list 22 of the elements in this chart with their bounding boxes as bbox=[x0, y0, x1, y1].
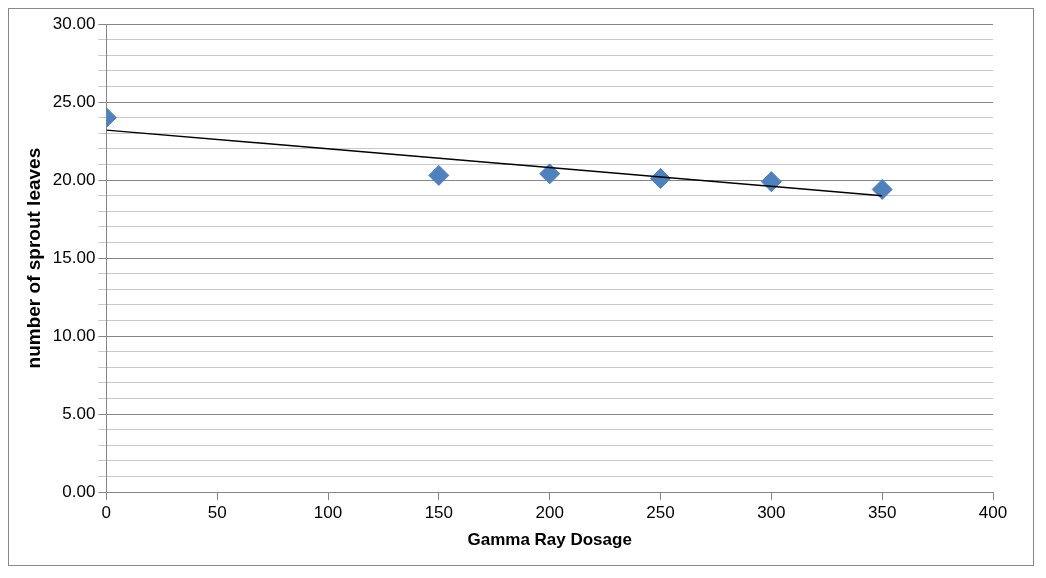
y-tick-label: 30.00 bbox=[52, 13, 96, 33]
y-tick-label: 15.00 bbox=[52, 247, 96, 267]
y-tick-label: 20.00 bbox=[52, 169, 96, 189]
point bbox=[760, 171, 782, 193]
y-tick-label: 25.00 bbox=[52, 91, 96, 111]
x-tick-label: 300 bbox=[757, 503, 786, 523]
y-tick-label: 5.00 bbox=[62, 403, 96, 423]
x-tick-label: 200 bbox=[535, 503, 564, 523]
x-tick-label: 400 bbox=[978, 503, 1008, 523]
x-axis-title: Gamma Ray Dosage bbox=[467, 530, 632, 550]
point bbox=[428, 164, 450, 186]
y-axis-title: number of sprout leaves bbox=[22, 147, 44, 369]
x-tick-label: 0 bbox=[101, 503, 112, 523]
x-tick-label: 250 bbox=[646, 503, 675, 523]
x-tick-label: 100 bbox=[313, 503, 343, 523]
x-tick-label: 150 bbox=[424, 503, 454, 523]
point bbox=[871, 178, 893, 200]
y-tick-label: 0.00 bbox=[62, 481, 96, 501]
point bbox=[539, 163, 561, 185]
x-tick-label: 350 bbox=[867, 503, 897, 523]
x-tick-label: 50 bbox=[207, 503, 227, 523]
y-tick-label: 10.00 bbox=[52, 325, 96, 345]
